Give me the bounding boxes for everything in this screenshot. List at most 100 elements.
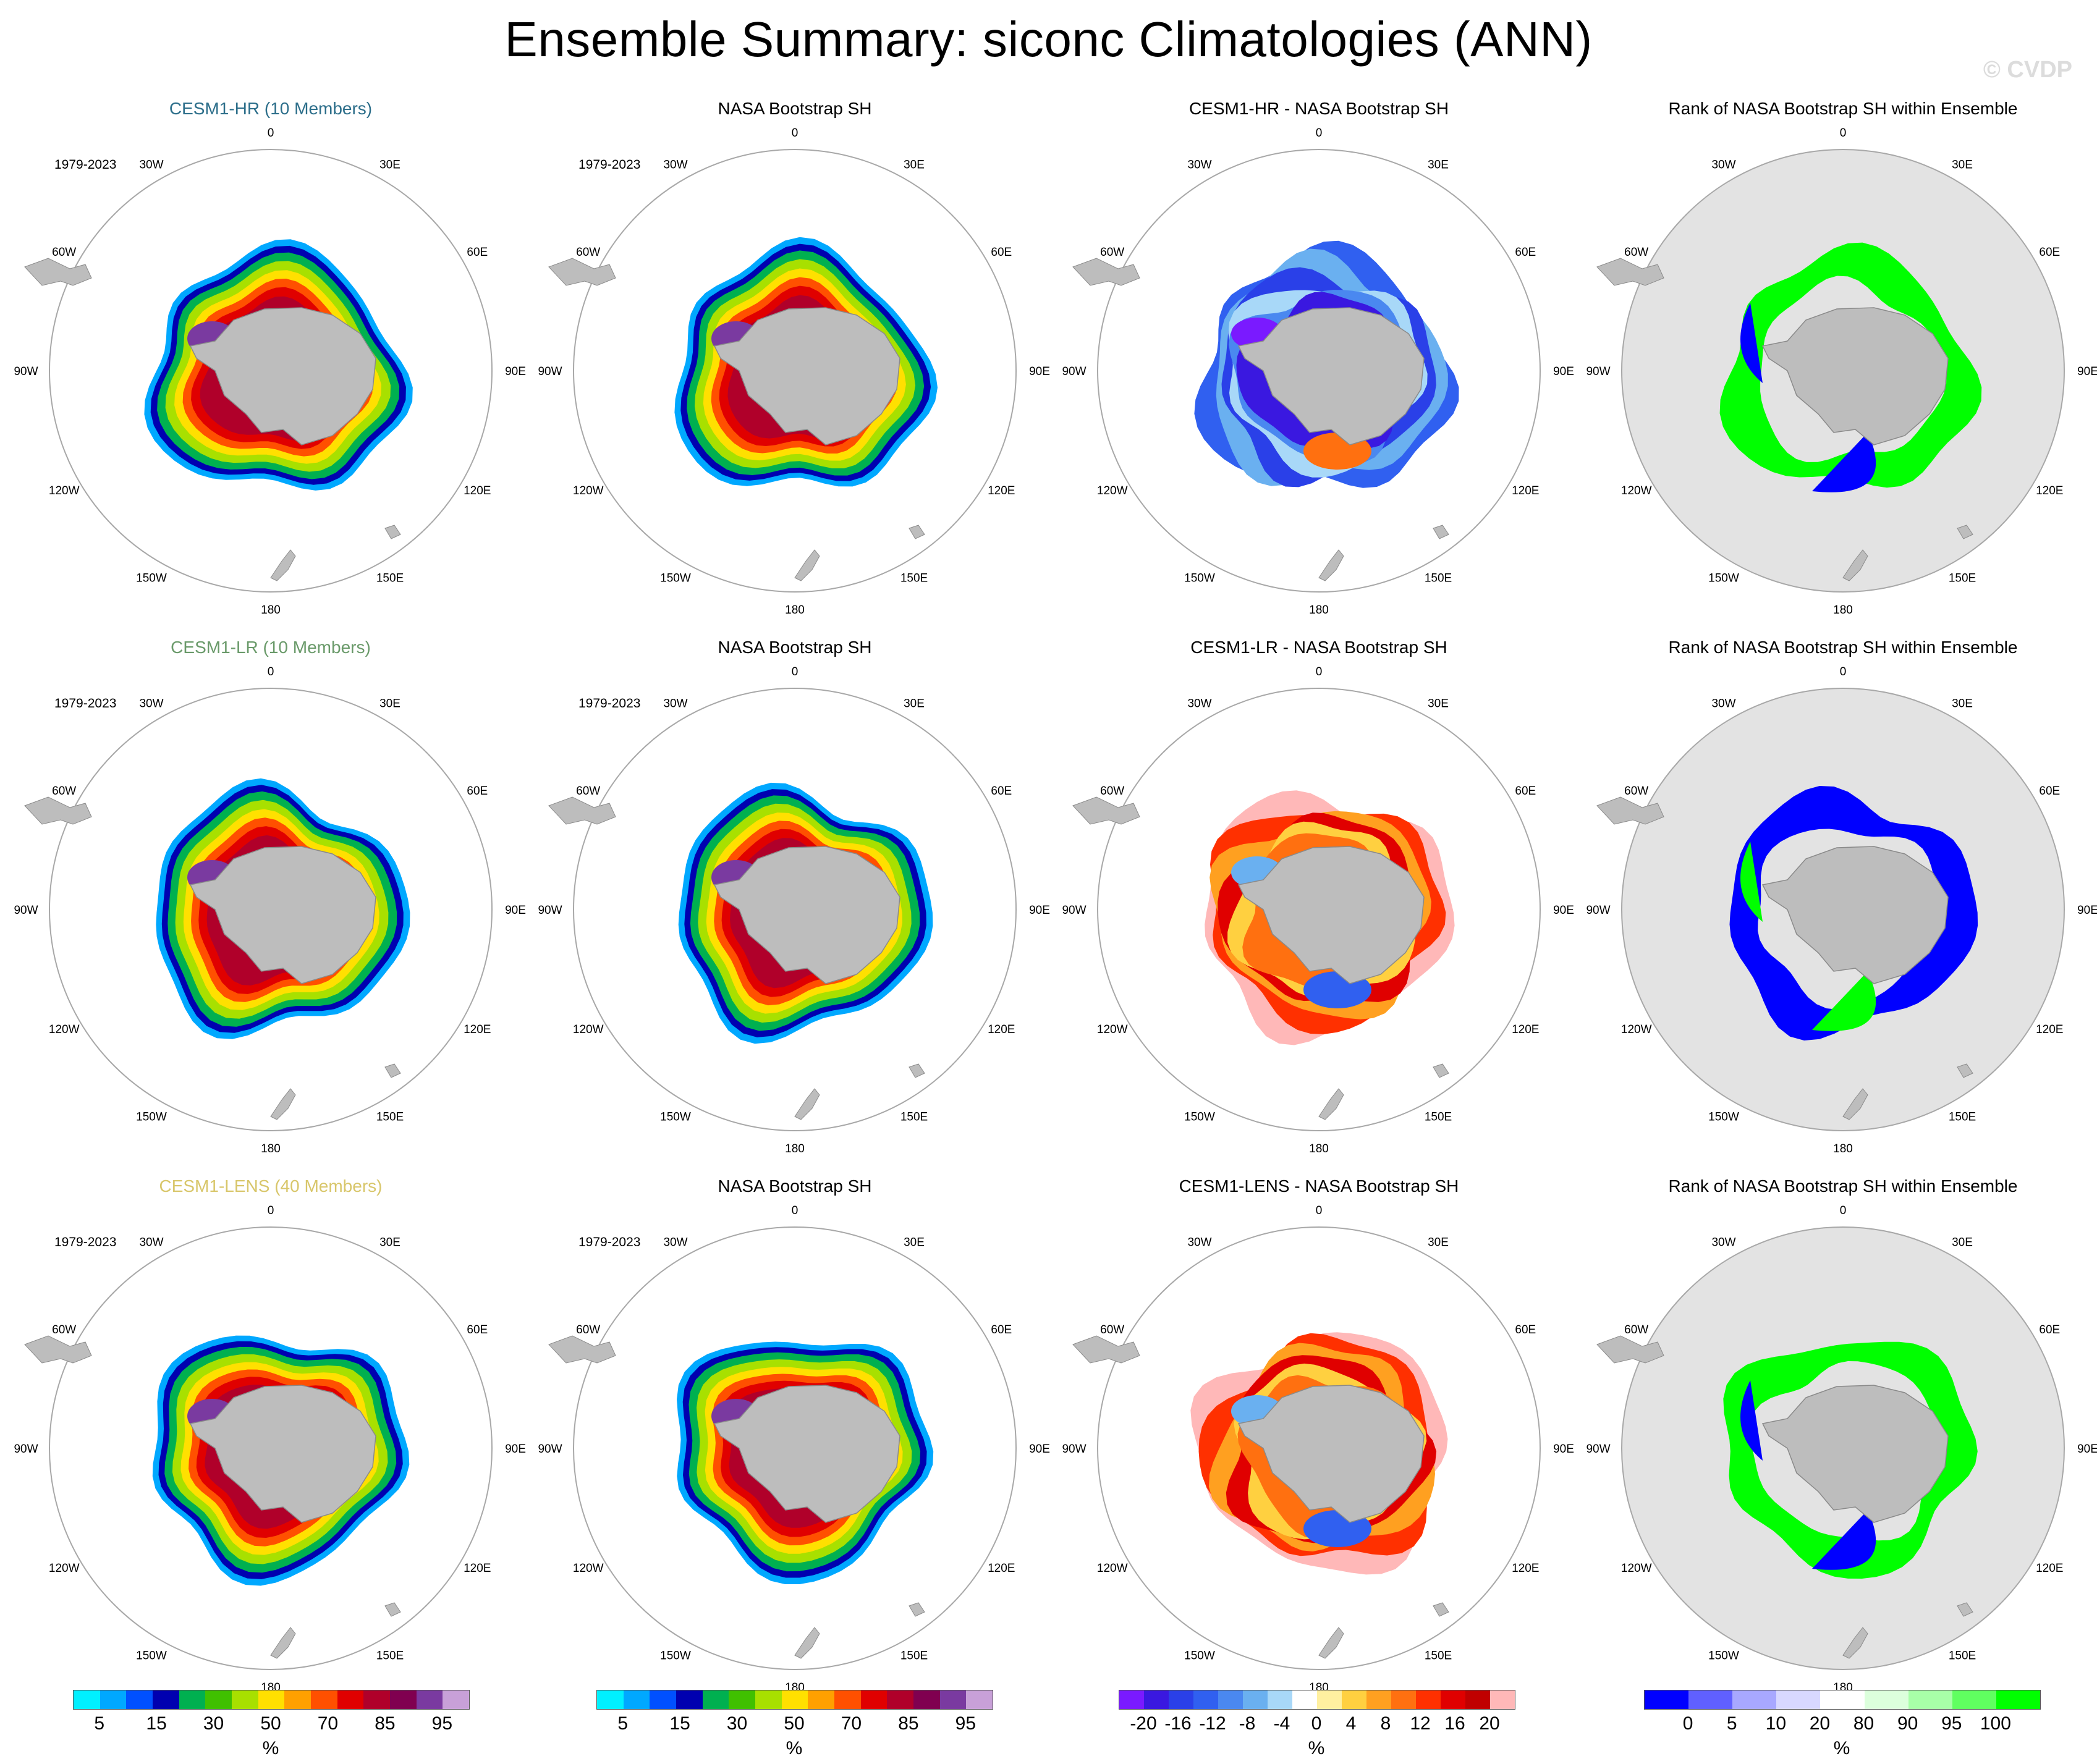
lon-label: 180 <box>785 604 805 617</box>
lon-label: 0 <box>792 665 799 678</box>
polar-map: 0 30E 60E 90E 120E 150E 180 150W 120W 90W 60W 30W <box>1062 665 1574 1155</box>
lon-label: 0 <box>1840 665 1847 678</box>
lon-label: 30E <box>1428 1236 1449 1249</box>
colorbar-swatch <box>966 1690 993 1709</box>
lon-label: 180 <box>1309 1142 1329 1155</box>
colorbar-swatch <box>1996 1690 2040 1709</box>
south-america <box>24 258 92 286</box>
new-zealand <box>270 1627 296 1659</box>
lon-label: 150W <box>660 572 691 584</box>
lon-label: 60W <box>1624 785 1648 798</box>
colorbar-swatch <box>1864 1690 1908 1709</box>
colorbar-swatch <box>231 1690 258 1709</box>
south-america <box>1072 796 1140 825</box>
lon-label: 30E <box>379 698 400 711</box>
lon-label: 120W <box>1621 484 1652 497</box>
lon-label: 30W <box>139 159 163 172</box>
south-america <box>24 796 92 825</box>
lon-label: 60W <box>1100 1323 1124 1336</box>
colorbar-swatch <box>363 1690 390 1709</box>
colorbar-swatch <box>152 1690 179 1709</box>
colorbar-tick-label: 70 <box>841 1713 862 1734</box>
colorbar-swatch <box>1218 1690 1243 1709</box>
lon-label: 90W <box>1586 1443 1610 1456</box>
south-america <box>1072 1335 1140 1364</box>
colorbar-swatch <box>1645 1690 1689 1709</box>
lon-label: 60E <box>2039 785 2060 798</box>
lon-label: 60W <box>52 1323 76 1336</box>
lon-label: 180 <box>1309 604 1329 617</box>
lon-label: 150W <box>1708 1110 1739 1123</box>
colorbar-swatch <box>443 1690 469 1709</box>
panel-title: CESM1-HR - NASA Bootstrap SH <box>1188 99 1449 118</box>
lon-label: 30W <box>1711 1236 1735 1249</box>
period-label: 1979-2023 <box>54 1235 117 1249</box>
colorbar-swatch <box>1169 1690 1193 1709</box>
antarctica <box>1761 1385 1949 1523</box>
lon-label: 120E <box>1512 484 1539 497</box>
polar-map: 0 30E 60E 90E 120E 150E 180 150W 120W 90W 60W 30W <box>538 127 1049 617</box>
south-america <box>548 1335 616 1364</box>
panel-title: CESM1-HR (10 Members) <box>169 99 373 118</box>
south-america <box>24 1335 92 1364</box>
lon-label: 150W <box>1184 572 1215 584</box>
lon-label: 120E <box>988 484 1015 497</box>
figure-title: Ensemble Summary: siconc Climatologies (… <box>504 12 1593 67</box>
lon-label: 150E <box>1949 1649 1976 1662</box>
colorbar-rank: 0 5 10 20 80 90 95 100% <box>1644 1690 2064 1764</box>
lon-label: 120W <box>49 484 80 497</box>
panel-title: CESM1-LR - NASA Bootstrap SH <box>1190 638 1447 657</box>
panel-title: CESM1-LR (10 Members) <box>171 638 371 657</box>
tasmania <box>1433 1063 1449 1078</box>
lon-label: 30W <box>1711 698 1735 711</box>
lon-label: 30E <box>1952 159 1973 172</box>
colorbar-swatch <box>1952 1690 1996 1709</box>
lon-label: 150E <box>376 1110 404 1123</box>
lon-label: 60E <box>991 246 1012 259</box>
colorbar-swatch <box>1119 1690 1144 1709</box>
new-zealand <box>1842 1088 1868 1120</box>
lon-label: 60E <box>467 246 488 259</box>
lon-label: 60W <box>1100 785 1124 798</box>
lon-label: 90W <box>538 1443 562 1456</box>
new-zealand <box>270 549 296 581</box>
colorbar-swatch <box>781 1690 808 1709</box>
lon-label: 0 <box>1840 127 1847 140</box>
rank-weddell-sector <box>1740 842 1763 922</box>
lon-label: 120E <box>1512 1562 1539 1575</box>
lon-label: 90W <box>14 1443 38 1456</box>
lon-label: 120E <box>464 484 491 497</box>
tasmania <box>1433 1602 1449 1617</box>
polar-map: 0 30E 60E 90E 120E 150E 180 150W 120W 90W 60W 30W <box>14 665 525 1155</box>
tasmania <box>1957 1063 1973 1078</box>
period-label: 1979-2023 <box>54 158 117 172</box>
colorbar-tick-label: 95 <box>955 1713 976 1734</box>
lon-label: 120W <box>573 1562 604 1575</box>
colorbar-swatch <box>1441 1690 1465 1709</box>
panel-title: CESM1-LENS (40 Members) <box>159 1176 383 1196</box>
lon-label: 150W <box>660 1110 691 1123</box>
polar-map: 0 30E 60E 90E 120E 150E 180 150W 120W 90W 60W 30W <box>538 665 1049 1155</box>
south-america <box>1596 1335 1664 1364</box>
colorbar-swatch <box>597 1690 624 1709</box>
lon-label: 0 <box>792 1204 799 1217</box>
colorbar-swatch <box>74 1690 100 1709</box>
lon-label: 180 <box>785 1142 805 1155</box>
lon-label: 180 <box>1833 1142 1853 1155</box>
lon-label: 90E <box>505 1443 526 1456</box>
colorbar-unit: % <box>1833 1738 1850 1758</box>
lon-label: 90W <box>1062 365 1086 378</box>
colorbar-swatch <box>126 1690 153 1709</box>
lon-label: 90W <box>538 904 562 917</box>
antarctica <box>713 1385 900 1523</box>
lon-label: 120E <box>464 1562 491 1575</box>
colorbar-swatch <box>729 1690 755 1709</box>
lon-label: 30E <box>1952 1236 1973 1249</box>
colorbar-swatch <box>1243 1690 1268 1709</box>
lon-label: 90W <box>1586 904 1610 917</box>
antarctica <box>189 307 376 445</box>
obs-panel: NASA Bootstrap SH 1979-2023 0 30E 60E 90E 120E… <box>535 1176 1054 1714</box>
lon-label: 120W <box>1097 1023 1128 1036</box>
lon-label: 60W <box>52 785 76 798</box>
lon-label: 30W <box>1187 1236 1211 1249</box>
